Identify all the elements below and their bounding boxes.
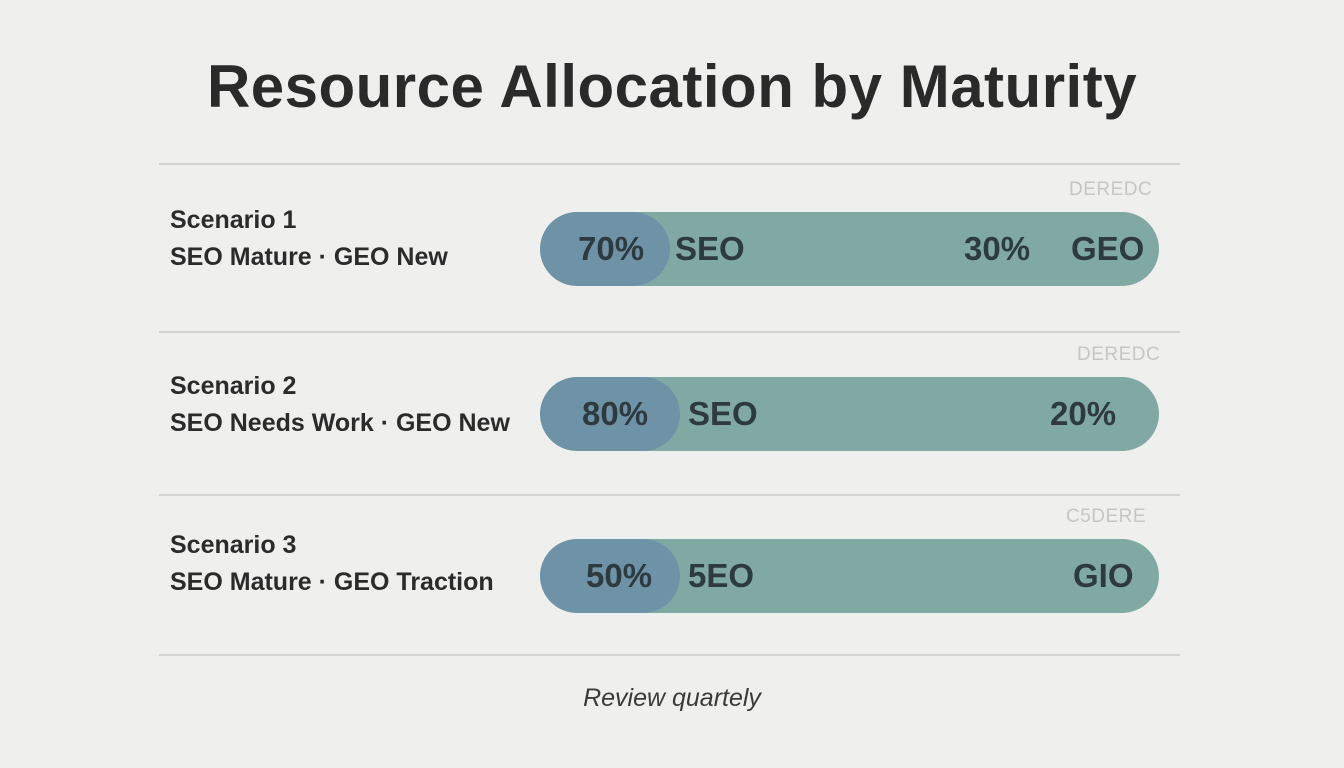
chart-title: Resource Allocation by Maturity [206, 53, 1138, 120]
scenario-3-seo-label: 5EO [688, 557, 755, 594]
scenario-1-tag: DEREDC [1069, 179, 1153, 200]
scenario-2-geo-value: 20% [1050, 395, 1117, 432]
scenario-3-tag: C5DERE [1066, 506, 1147, 527]
footer-note: Review quartely [583, 684, 761, 712]
scenario-2-bar: 80% SEO 20% [540, 377, 1159, 451]
scenario-1-geo-value: 30% [964, 230, 1031, 267]
divider-top [159, 163, 1180, 165]
scenario-3-seo-segment [540, 539, 680, 613]
scenario-1-subtitle: SEO Mature · GEO New [170, 243, 448, 271]
scenario-1-seo-label: SEO [675, 230, 745, 267]
divider-2 [159, 494, 1180, 496]
scenario-3-seo-value: 50% [586, 557, 653, 594]
scenario-2-title: Scenario 2 [170, 372, 297, 400]
scenario-2-subtitle: SEO Needs Work · GEO New [170, 409, 510, 437]
scenario-3-title: Scenario 3 [170, 531, 297, 559]
divider-1 [159, 331, 1180, 333]
scenario-3-subtitle: SEO Mature · GEO Traction [170, 568, 494, 596]
scenario-2-seo-value: 80% [582, 395, 649, 432]
scenario-2-label: Scenario 2 SEO Needs Work · GEO New [170, 368, 510, 442]
scenario-1-seo-segment [540, 212, 670, 286]
scenario-2-seo-label: SEO [688, 395, 758, 432]
scenario-3-bar: 50% 5EO GIO [540, 539, 1159, 613]
scenario-3-label: Scenario 3 SEO Mature · GEO Traction [170, 527, 494, 601]
scenario-2-tag: DEREDC [1077, 344, 1161, 365]
scenario-3-geo-label: GIO [1073, 557, 1134, 594]
scenario-1-label: Scenario 1 SEO Mature · GEO New [170, 202, 448, 276]
scenario-1-bar: 70% SEO 30% GEO [540, 212, 1159, 286]
scenario-1-seo-value: 70% [578, 230, 645, 267]
scenario-2-seo-segment [540, 377, 680, 451]
divider-bottom [159, 654, 1180, 656]
scenario-1-title: Scenario 1 [170, 206, 297, 234]
scenario-1-geo-label: GEO [1071, 230, 1145, 267]
